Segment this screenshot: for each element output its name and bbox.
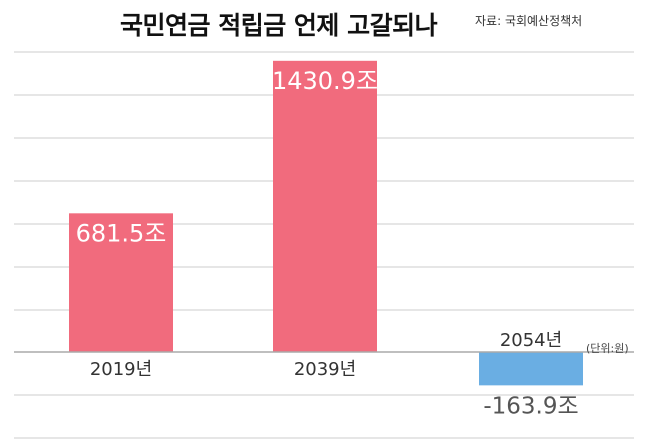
data-label: 1430.9조 — [272, 67, 378, 95]
bar — [69, 213, 173, 352]
category-label: 2054년 — [500, 330, 562, 351]
title-bar: 국민연금 적립금 언제 고갈되나 자료: 국회예산정책처 — [0, 2, 646, 46]
bar — [479, 352, 583, 386]
bar — [273, 60, 377, 352]
chart-title: 국민연금 적립금 언제 고갈되나 — [120, 11, 438, 40]
source-note: 자료: 국회예산정책처 — [475, 14, 583, 28]
category-label: 2039년 — [294, 359, 356, 380]
data-label: 681.5조 — [76, 219, 167, 247]
category-label: 2019년 — [90, 359, 152, 380]
data-label: -163.9조 — [483, 393, 578, 419]
unit-note: (단위:원) — [586, 342, 629, 355]
